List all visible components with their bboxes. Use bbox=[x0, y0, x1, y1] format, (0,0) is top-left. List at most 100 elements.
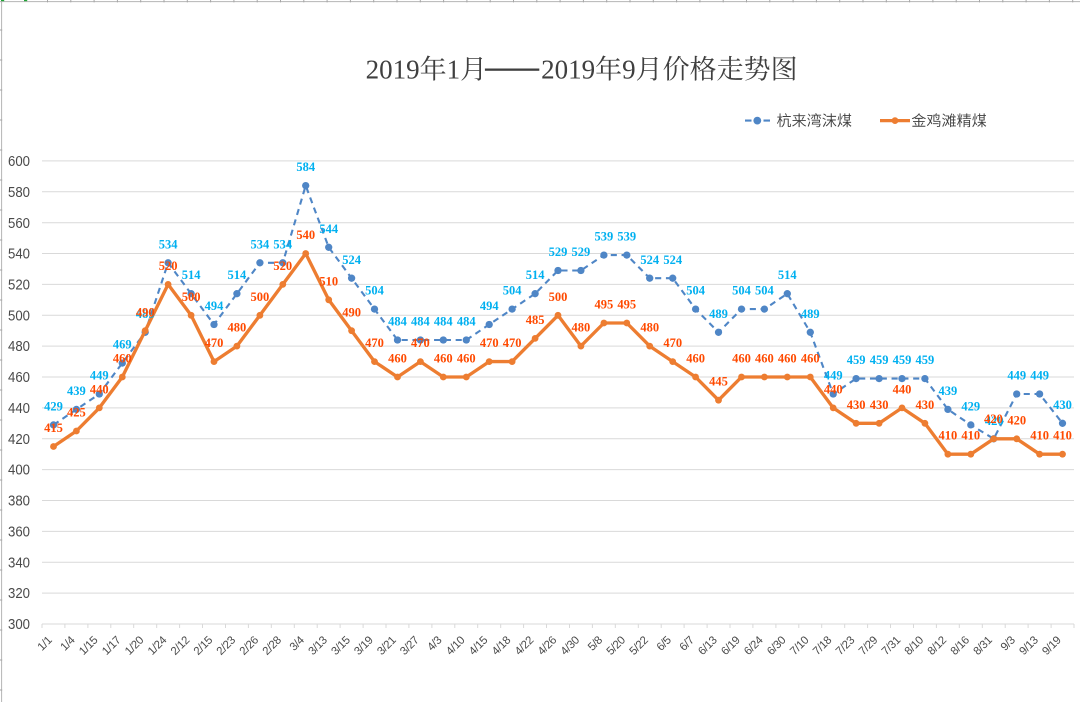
svg-text:489: 489 bbox=[136, 307, 155, 321]
svg-text:2019: 2019 bbox=[366, 55, 420, 85]
svg-text:484: 484 bbox=[434, 315, 454, 329]
svg-text:459: 459 bbox=[847, 353, 866, 367]
svg-text:484: 484 bbox=[388, 315, 408, 329]
svg-text:480: 480 bbox=[640, 321, 659, 335]
svg-text:420: 420 bbox=[984, 412, 1003, 426]
svg-text:500: 500 bbox=[549, 290, 568, 304]
svg-text:460: 460 bbox=[457, 352, 476, 366]
svg-text:494: 494 bbox=[480, 299, 500, 313]
svg-text:514: 514 bbox=[228, 268, 248, 282]
svg-text:469: 469 bbox=[113, 338, 132, 352]
svg-text:489: 489 bbox=[709, 307, 728, 321]
svg-text:459: 459 bbox=[870, 353, 889, 367]
svg-text:494: 494 bbox=[205, 299, 225, 313]
svg-text:449: 449 bbox=[824, 369, 843, 383]
svg-text:539: 539 bbox=[595, 230, 614, 244]
svg-text:470: 470 bbox=[411, 336, 430, 350]
svg-text:520: 520 bbox=[8, 278, 30, 294]
svg-text:415: 415 bbox=[44, 421, 63, 435]
svg-text:510: 510 bbox=[319, 274, 338, 288]
svg-text:495: 495 bbox=[595, 298, 614, 312]
svg-text:340: 340 bbox=[8, 555, 30, 571]
svg-text:504: 504 bbox=[686, 284, 706, 298]
svg-text:534: 534 bbox=[159, 237, 179, 251]
svg-text:460: 460 bbox=[8, 370, 30, 386]
svg-text:429: 429 bbox=[961, 399, 980, 413]
svg-text:460: 460 bbox=[755, 352, 774, 366]
svg-text:460: 460 bbox=[732, 352, 751, 366]
svg-text:480: 480 bbox=[228, 321, 247, 335]
svg-text:534: 534 bbox=[251, 237, 271, 251]
svg-text:460: 460 bbox=[434, 352, 453, 366]
svg-text:484: 484 bbox=[457, 315, 477, 329]
svg-text:539: 539 bbox=[617, 230, 636, 244]
svg-text:470: 470 bbox=[480, 336, 499, 350]
svg-text:520: 520 bbox=[159, 259, 178, 273]
svg-text:300: 300 bbox=[8, 617, 30, 633]
svg-text:470: 470 bbox=[503, 336, 522, 350]
svg-text:500: 500 bbox=[8, 308, 30, 324]
svg-text:425: 425 bbox=[67, 406, 86, 420]
svg-text:529: 529 bbox=[572, 245, 591, 259]
svg-text:520: 520 bbox=[273, 259, 292, 273]
svg-text:429: 429 bbox=[44, 399, 63, 413]
svg-text:460: 460 bbox=[801, 352, 820, 366]
svg-text:400: 400 bbox=[8, 463, 30, 479]
svg-text:544: 544 bbox=[319, 222, 339, 236]
svg-text:580: 580 bbox=[8, 185, 30, 201]
svg-text:514: 514 bbox=[182, 268, 202, 282]
svg-text:524: 524 bbox=[342, 253, 362, 267]
svg-text:449: 449 bbox=[90, 369, 109, 383]
svg-text:460: 460 bbox=[113, 352, 132, 366]
svg-text:459: 459 bbox=[916, 353, 935, 367]
svg-text:500: 500 bbox=[182, 290, 201, 304]
svg-text:430: 430 bbox=[847, 398, 866, 412]
svg-text:560: 560 bbox=[8, 216, 30, 232]
svg-text:480: 480 bbox=[8, 339, 30, 355]
svg-text:440: 440 bbox=[824, 382, 843, 396]
svg-text:524: 524 bbox=[663, 253, 683, 267]
svg-text:504: 504 bbox=[732, 284, 752, 298]
svg-text:500: 500 bbox=[251, 290, 270, 304]
svg-text:430: 430 bbox=[916, 398, 935, 412]
svg-text:459: 459 bbox=[893, 353, 912, 367]
svg-text:490: 490 bbox=[342, 305, 361, 319]
svg-text:484: 484 bbox=[411, 315, 431, 329]
svg-text:410: 410 bbox=[1030, 429, 1049, 443]
svg-text:430: 430 bbox=[870, 398, 889, 412]
svg-text:449: 449 bbox=[1030, 369, 1049, 383]
svg-text:2019: 2019 bbox=[541, 55, 595, 85]
svg-text:439: 439 bbox=[939, 384, 958, 398]
svg-text:320: 320 bbox=[8, 586, 30, 602]
svg-text:460: 460 bbox=[778, 352, 797, 366]
svg-text:540: 540 bbox=[296, 228, 315, 242]
svg-text:460: 460 bbox=[388, 352, 407, 366]
svg-text:439: 439 bbox=[67, 384, 86, 398]
svg-text:420: 420 bbox=[8, 432, 30, 448]
svg-text:410: 410 bbox=[961, 429, 980, 443]
svg-text:440: 440 bbox=[90, 382, 109, 396]
svg-text:490: 490 bbox=[136, 305, 155, 319]
svg-text:410: 410 bbox=[1053, 429, 1072, 443]
svg-text:489: 489 bbox=[801, 307, 820, 321]
svg-text:534: 534 bbox=[273, 237, 293, 251]
svg-text:540: 540 bbox=[8, 247, 30, 263]
svg-text:445: 445 bbox=[709, 375, 728, 389]
svg-text:380: 380 bbox=[8, 494, 30, 510]
svg-text:470: 470 bbox=[663, 336, 682, 350]
svg-text:524: 524 bbox=[640, 253, 660, 267]
svg-text:485: 485 bbox=[526, 313, 545, 327]
svg-text:440: 440 bbox=[8, 401, 30, 417]
svg-text:410: 410 bbox=[939, 429, 958, 443]
svg-text:430: 430 bbox=[1053, 398, 1072, 412]
svg-text:495: 495 bbox=[617, 298, 636, 312]
svg-text:470: 470 bbox=[205, 336, 224, 350]
svg-text:449: 449 bbox=[1007, 369, 1026, 383]
svg-text:470: 470 bbox=[365, 336, 384, 350]
svg-text:504: 504 bbox=[755, 284, 775, 298]
svg-text:9: 9 bbox=[622, 55, 636, 85]
svg-text:460: 460 bbox=[686, 352, 705, 366]
svg-text:1: 1 bbox=[447, 55, 461, 85]
svg-text:529: 529 bbox=[549, 245, 568, 259]
svg-text:360: 360 bbox=[8, 525, 30, 541]
